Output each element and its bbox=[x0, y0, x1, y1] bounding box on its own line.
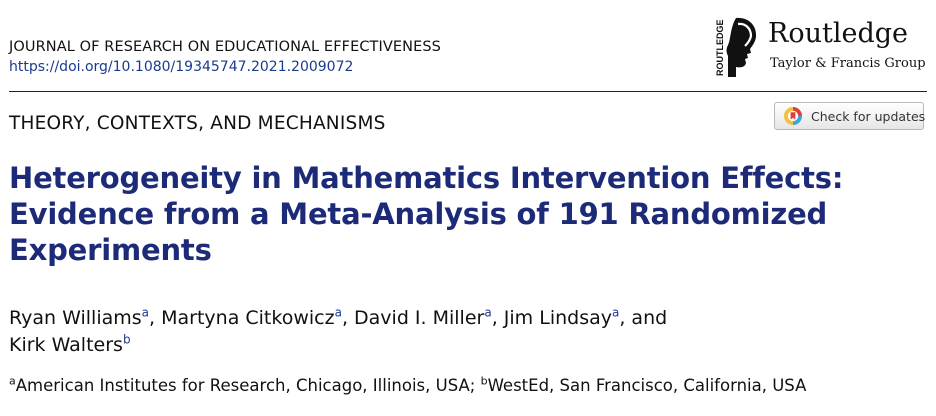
affiliation-text: WestEd, San Francisco, California, USA bbox=[487, 376, 807, 395]
affiliation-text: American Institutes for Research, Chicag… bbox=[15, 376, 470, 395]
check-for-updates-label: Check for updates bbox=[811, 108, 926, 124]
affiliation-separator: ; bbox=[469, 376, 481, 395]
doi-link[interactable]: https://doi.org/10.1080/19345747.2021.20… bbox=[9, 59, 354, 75]
affiliation-key: b bbox=[480, 374, 488, 388]
author-line: Ryan Williamsa, Martyna Citkowicza, Davi… bbox=[9, 305, 667, 332]
crossmark-icon bbox=[784, 107, 802, 125]
article-title: Heterogeneity in Mathematics Interventio… bbox=[9, 160, 909, 268]
section-label: THEORY, CONTEXTS, AND MECHANISMS bbox=[9, 113, 386, 134]
affiliation-marker[interactable]: a bbox=[141, 305, 150, 320]
author-name[interactable]: Kirk Walters bbox=[9, 334, 123, 356]
author-name[interactable]: Ryan Williams bbox=[9, 307, 142, 329]
journal-name: JOURNAL OF RESEARCH ON EDUCATIONAL EFFEC… bbox=[9, 39, 441, 55]
header-divider bbox=[9, 91, 927, 92]
title-line: Experiments bbox=[9, 233, 212, 267]
journal-header: JOURNAL OF RESEARCH ON EDUCATIONAL EFFEC… bbox=[9, 38, 441, 76]
title-line: Evidence from a Meta-Analysis of 191 Ran… bbox=[9, 197, 828, 231]
author-separator: , bbox=[341, 307, 355, 329]
publisher-subtitle: Taylor & Francis Group bbox=[770, 56, 926, 71]
affiliations: aAmerican Institutes for Research, Chica… bbox=[9, 374, 807, 396]
routledge-head-logo-icon: ROUTLEDGE bbox=[715, 17, 757, 78]
affiliation-marker[interactable]: b bbox=[122, 332, 131, 347]
affiliation-marker[interactable]: a bbox=[611, 305, 620, 320]
author-line: Kirk Waltersb bbox=[9, 332, 667, 359]
title-line: Heterogeneity in Mathematics Interventio… bbox=[9, 161, 844, 195]
author-name[interactable]: Jim Lindsay bbox=[503, 307, 612, 329]
affiliation-key: a bbox=[9, 374, 16, 388]
author-list: Ryan Williamsa, Martyna Citkowicza, Davi… bbox=[9, 305, 667, 359]
author-name[interactable]: David I. Miller bbox=[354, 307, 485, 329]
author-separator: , and bbox=[619, 307, 668, 329]
publisher-name: Routledge bbox=[768, 18, 908, 49]
author-name[interactable]: Martyna Citkowicz bbox=[161, 307, 335, 329]
author-separator: , bbox=[149, 307, 162, 329]
affiliation-marker[interactable]: a bbox=[484, 305, 492, 320]
publisher-logo[interactable]: ROUTLEDGE Routledge Taylor & Francis Gro… bbox=[714, 14, 929, 80]
publisher-vertical-text: ROUTLEDGE bbox=[715, 19, 725, 76]
author-separator: , bbox=[491, 307, 504, 329]
check-for-updates-button[interactable]: Check for updates bbox=[774, 102, 926, 130]
affiliation-marker[interactable]: a bbox=[334, 305, 342, 320]
